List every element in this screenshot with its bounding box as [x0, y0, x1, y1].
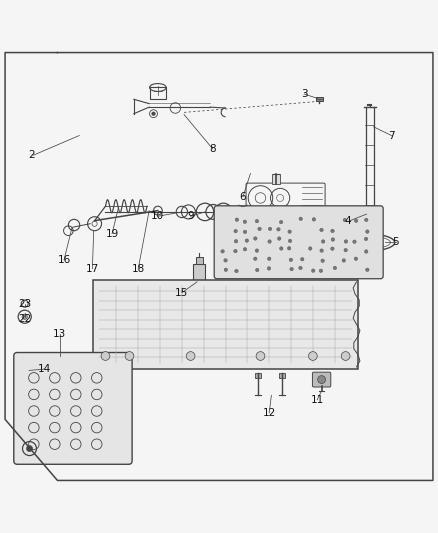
Text: 6: 6 — [240, 192, 246, 201]
Circle shape — [267, 266, 271, 270]
Circle shape — [366, 268, 369, 271]
Circle shape — [321, 259, 325, 262]
Circle shape — [243, 220, 247, 223]
Circle shape — [300, 257, 304, 261]
Circle shape — [299, 217, 303, 221]
Circle shape — [343, 219, 346, 222]
FancyBboxPatch shape — [279, 374, 286, 378]
Circle shape — [312, 217, 316, 221]
Circle shape — [342, 259, 346, 262]
Text: 14: 14 — [38, 364, 51, 374]
Circle shape — [243, 230, 247, 233]
Circle shape — [221, 249, 224, 253]
Text: 18: 18 — [131, 264, 145, 273]
FancyBboxPatch shape — [93, 280, 358, 369]
Circle shape — [152, 112, 155, 116]
Circle shape — [254, 257, 257, 261]
Text: 8: 8 — [209, 143, 216, 154]
Circle shape — [268, 227, 272, 231]
Circle shape — [320, 249, 323, 252]
FancyBboxPatch shape — [272, 174, 280, 184]
Text: 2: 2 — [28, 150, 35, 160]
FancyBboxPatch shape — [312, 372, 331, 387]
Circle shape — [319, 269, 323, 272]
Circle shape — [344, 248, 347, 252]
Text: 16: 16 — [57, 255, 71, 265]
Circle shape — [331, 247, 334, 251]
Circle shape — [364, 218, 368, 222]
Circle shape — [331, 238, 335, 241]
Circle shape — [341, 352, 350, 360]
Text: 22: 22 — [18, 314, 32, 324]
Circle shape — [277, 237, 281, 240]
Circle shape — [277, 228, 280, 231]
Circle shape — [234, 249, 237, 253]
Circle shape — [288, 230, 291, 233]
Circle shape — [333, 266, 337, 270]
Circle shape — [255, 249, 259, 252]
Circle shape — [255, 268, 259, 272]
Circle shape — [234, 229, 237, 233]
Circle shape — [258, 227, 261, 231]
Circle shape — [235, 269, 238, 273]
Circle shape — [101, 352, 110, 360]
Circle shape — [311, 269, 315, 272]
Circle shape — [288, 239, 292, 243]
Text: 7: 7 — [388, 131, 395, 141]
Text: 10: 10 — [151, 211, 164, 221]
Circle shape — [256, 352, 265, 360]
Circle shape — [125, 352, 134, 360]
FancyBboxPatch shape — [367, 243, 373, 246]
Text: 5: 5 — [392, 238, 399, 247]
Circle shape — [354, 257, 358, 261]
Circle shape — [299, 266, 302, 270]
Circle shape — [186, 352, 195, 360]
Circle shape — [224, 259, 227, 262]
Text: 17: 17 — [86, 264, 99, 273]
Text: 12: 12 — [263, 408, 276, 418]
Circle shape — [321, 240, 325, 243]
Circle shape — [224, 268, 228, 271]
Text: 15: 15 — [175, 288, 188, 298]
FancyBboxPatch shape — [193, 264, 205, 282]
Circle shape — [234, 239, 238, 243]
Circle shape — [366, 230, 369, 233]
Text: 11: 11 — [311, 394, 324, 405]
Circle shape — [255, 220, 259, 223]
Circle shape — [268, 240, 271, 243]
Circle shape — [279, 247, 283, 250]
Circle shape — [344, 240, 348, 243]
Circle shape — [289, 258, 293, 262]
Circle shape — [290, 268, 293, 271]
Circle shape — [364, 237, 368, 241]
FancyBboxPatch shape — [255, 374, 261, 378]
Circle shape — [331, 229, 334, 233]
Circle shape — [245, 239, 249, 243]
Circle shape — [243, 247, 247, 251]
Circle shape — [279, 220, 283, 224]
Circle shape — [364, 250, 368, 253]
Circle shape — [254, 237, 257, 240]
FancyBboxPatch shape — [214, 206, 383, 279]
Circle shape — [354, 219, 358, 222]
Circle shape — [318, 376, 325, 384]
FancyBboxPatch shape — [316, 96, 323, 101]
Circle shape — [353, 240, 356, 244]
Text: 19: 19 — [106, 229, 119, 239]
Circle shape — [22, 314, 27, 319]
Circle shape — [287, 247, 291, 250]
FancyBboxPatch shape — [196, 257, 203, 264]
Text: 9: 9 — [187, 211, 194, 221]
Text: 13: 13 — [53, 329, 66, 339]
Text: 23: 23 — [18, 298, 32, 309]
Circle shape — [235, 218, 239, 221]
FancyBboxPatch shape — [14, 352, 132, 464]
Text: 4: 4 — [345, 216, 351, 225]
Circle shape — [308, 247, 312, 251]
Circle shape — [26, 446, 32, 451]
Text: 3: 3 — [301, 89, 307, 99]
Circle shape — [320, 228, 323, 232]
Circle shape — [308, 352, 317, 360]
Circle shape — [268, 257, 271, 261]
